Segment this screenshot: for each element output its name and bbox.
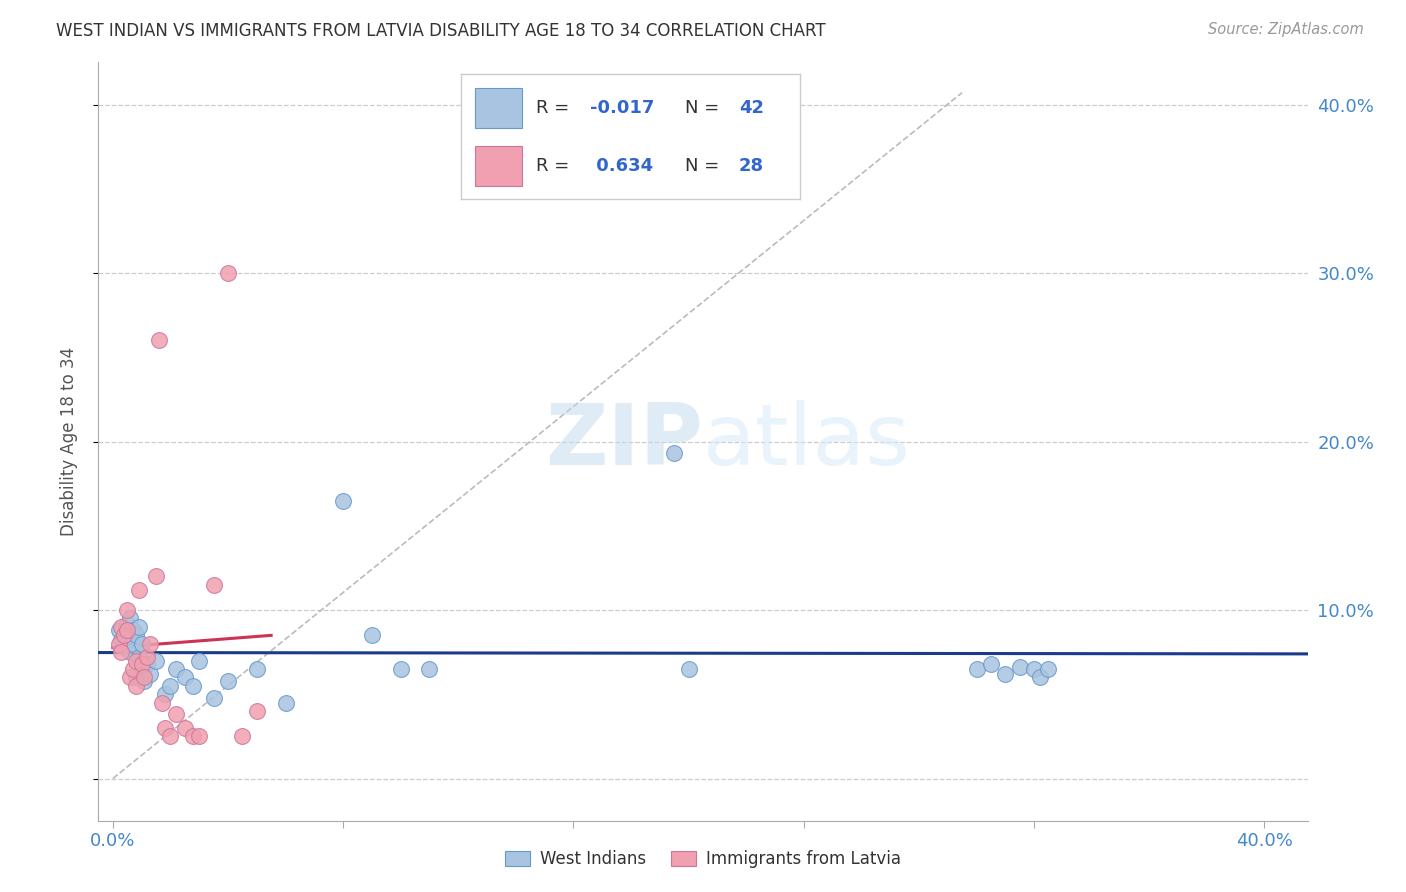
Point <box>202 578 225 592</box>
Point <box>131 637 153 651</box>
Point <box>115 616 138 631</box>
Point <box>110 620 132 634</box>
Point <box>361 628 384 642</box>
Point <box>145 569 167 583</box>
Point <box>217 673 239 688</box>
Point <box>112 640 135 654</box>
Point <box>332 493 354 508</box>
Point <box>128 582 150 597</box>
Point <box>1038 662 1060 676</box>
Point <box>159 730 181 744</box>
Point <box>148 334 170 348</box>
Point <box>173 721 195 735</box>
Point <box>131 662 153 676</box>
Point <box>139 667 162 681</box>
Point <box>246 704 269 718</box>
Point <box>183 679 205 693</box>
Point <box>125 654 148 668</box>
Point <box>115 624 138 638</box>
Point <box>115 603 138 617</box>
Point <box>165 662 187 676</box>
Point <box>150 696 173 710</box>
Point <box>188 654 211 668</box>
Point <box>128 620 150 634</box>
Y-axis label: Disability Age 18 to 34: Disability Age 18 to 34 <box>59 347 77 536</box>
Point <box>183 730 205 744</box>
Point <box>246 662 269 676</box>
Text: ZIP: ZIP <box>546 400 703 483</box>
Point <box>165 707 187 722</box>
Point <box>122 624 145 638</box>
Point <box>125 679 148 693</box>
Point <box>115 628 138 642</box>
Point <box>231 730 253 744</box>
Point <box>1029 670 1052 684</box>
Point <box>173 670 195 684</box>
Point <box>128 650 150 665</box>
Point <box>120 611 142 625</box>
Point <box>107 637 129 651</box>
Text: atlas: atlas <box>703 400 911 483</box>
Point <box>418 662 440 676</box>
Point <box>122 637 145 651</box>
Point <box>966 662 988 676</box>
Point <box>159 679 181 693</box>
Point <box>678 662 700 676</box>
Text: WEST INDIAN VS IMMIGRANTS FROM LATVIA DISABILITY AGE 18 TO 34 CORRELATION CHART: WEST INDIAN VS IMMIGRANTS FROM LATVIA DI… <box>56 22 825 40</box>
Point <box>110 633 132 648</box>
Point <box>664 446 686 460</box>
Point <box>122 662 145 676</box>
Point <box>131 657 153 671</box>
Point <box>1022 662 1045 676</box>
Point <box>188 730 211 744</box>
Point <box>217 266 239 280</box>
Point <box>120 670 142 684</box>
Point <box>145 654 167 668</box>
Point <box>110 645 132 659</box>
Point <box>994 667 1017 681</box>
Point <box>136 657 159 671</box>
Point <box>202 690 225 705</box>
Text: Source: ZipAtlas.com: Source: ZipAtlas.com <box>1208 22 1364 37</box>
Point <box>153 721 176 735</box>
Point <box>1008 660 1031 674</box>
Point <box>125 670 148 684</box>
Point <box>112 628 135 642</box>
Point <box>389 662 412 676</box>
Point <box>274 696 297 710</box>
Point <box>139 637 162 651</box>
Point <box>153 687 176 701</box>
Point <box>136 650 159 665</box>
Legend: West Indians, Immigrants from Latvia: West Indians, Immigrants from Latvia <box>498 844 908 875</box>
Point <box>125 628 148 642</box>
Point <box>120 645 142 659</box>
Point <box>980 657 1002 671</box>
Point <box>107 624 129 638</box>
Point <box>134 673 156 688</box>
Point <box>134 670 156 684</box>
